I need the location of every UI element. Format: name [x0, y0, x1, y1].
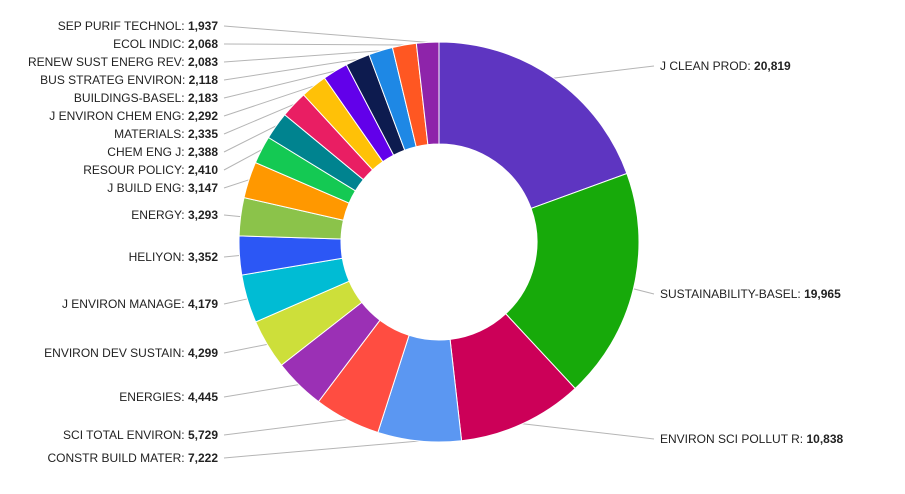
leader-line-environ-dev-sustain	[223, 343, 268, 354]
slice-label-j-build-eng: J BUILD ENG: 3,147	[107, 181, 218, 195]
leader-line-renew-sust-energ-rev	[223, 50, 381, 63]
slice-label-j-environ-manage: J ENVIRON MANAGE: 4,179	[62, 297, 218, 311]
leader-line-j-clean-prod	[553, 65, 655, 79]
slice-label-bus-strateg-environ: BUS STRATEG ENVIRON: 2,118	[40, 73, 218, 87]
slice-label-sustainability-basel: SUSTAINABILITY-BASEL: 19,965	[660, 287, 841, 301]
leader-line-chem-eng-j	[223, 125, 277, 153]
leader-line-constr-build-mater	[223, 440, 420, 459]
leader-line-j-environ-chem-eng	[223, 85, 314, 117]
slice-label-sci-total-environ: SCI TOTAL ENVIRON: 5,729	[63, 428, 218, 442]
leader-line-ecol-indic	[223, 43, 405, 46]
leader-line-environ-sci-pollut-r	[522, 423, 655, 440]
slice-label-energy: ENERGY: 3,293	[131, 208, 218, 222]
leader-line-sci-total-environ	[223, 419, 347, 436]
slice-label-heliyon: HELIYON: 3,352	[129, 250, 219, 264]
leader-line-sep-purif-technol	[223, 25, 428, 43]
slice-label-j-clean-prod: J CLEAN PROD: 20,819	[660, 59, 791, 73]
slice-label-sep-purif-technol: SEP PURIF TECHNOL: 1,937	[58, 19, 219, 33]
leader-line-resour-policy	[223, 149, 262, 171]
slice-label-renew-sust-energ-rev: RENEW SUST ENERG REV: 2,083	[28, 55, 218, 69]
slice-sep-purif-technol[interactable]	[415, 41, 440, 146]
slice-j-clean-prod[interactable]	[438, 41, 628, 210]
slice-label-energies: ENERGIES: 4,445	[119, 390, 218, 404]
slice-label-constr-build-mater: CONSTR BUILD MATER: 7,222	[48, 451, 219, 465]
slice-label-ecol-indic: ECOL INDIC: 2,068	[113, 37, 218, 51]
slice-label-chem-eng-j: CHEM ENG J: 2,388	[107, 145, 218, 159]
leader-line-heliyon	[223, 255, 240, 258]
slice-label-buildings-basel: BUILDINGS-BASEL: 2,183	[74, 91, 218, 105]
leader-line-sustainability-basel	[633, 288, 655, 295]
leader-line-bus-strateg-environ	[223, 58, 358, 81]
leader-line-j-build-eng	[223, 179, 250, 189]
slice-label-environ-dev-sustain: ENVIRON DEV SUSTAIN: 4,299	[44, 346, 218, 360]
leader-line-energies	[223, 384, 299, 398]
slice-label-j-environ-chem-eng: J ENVIRON CHEM ENG: 2,292	[49, 109, 218, 123]
slice-label-environ-sci-pollut-r: ENVIRON SCI POLLUT R: 10,838	[660, 432, 844, 446]
leader-line-buildings-basel	[223, 70, 336, 99]
leader-line-j-environ-manage	[223, 298, 248, 305]
leader-line-materials	[223, 103, 295, 135]
leader-line-energy	[223, 214, 241, 218]
slice-label-materials: MATERIALS: 2,335	[114, 127, 218, 141]
slice-sustainability-basel[interactable]	[505, 172, 640, 390]
slice-label-resour-policy: RESOUR POLICY: 2,410	[83, 163, 218, 177]
